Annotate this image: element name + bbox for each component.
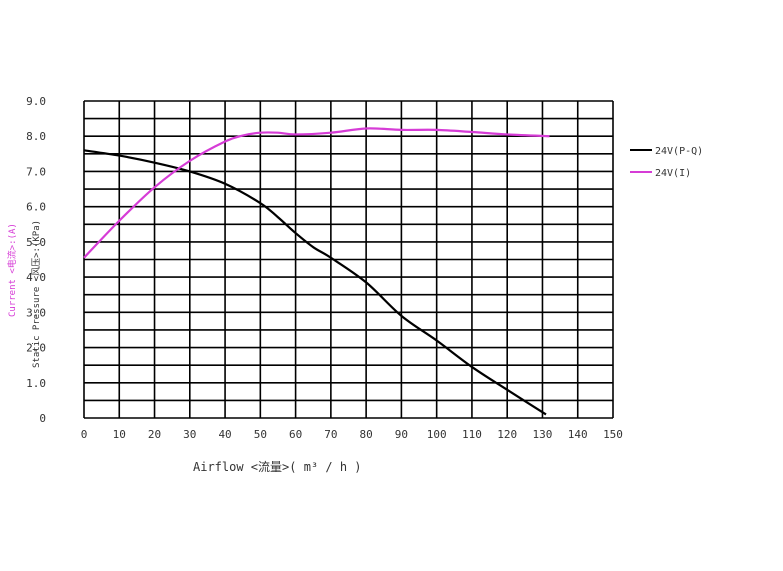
series-line-pq (83, 149, 547, 416)
x-tick-label: 0 (81, 428, 88, 441)
y-tick-label: 2.0 (26, 342, 46, 355)
legend-label-pq: 24V(P-Q) (655, 146, 703, 157)
x-tick-label: 30 (183, 428, 196, 441)
x-tick-label: 60 (289, 428, 302, 441)
x-tick-label: 80 (360, 428, 373, 441)
x-tick-label: 10 (113, 428, 126, 441)
x-axis-ticks: 0 10 20 30 40 50 60 70 80 90 100 110 120 130 140 150 (81, 428, 623, 441)
y-tick-label: 4.0 (26, 271, 46, 284)
x-tick-label: 90 (395, 428, 408, 441)
y-tick-label: 1.0 (26, 377, 46, 390)
grid (83, 100, 614, 419)
x-tick-label: 150 (603, 428, 623, 441)
legend-label-current: 24V(I) (655, 168, 691, 179)
y-tick-label: 6.0 (26, 201, 46, 214)
x-tick-label: 70 (324, 428, 337, 441)
x-axis-title: Airflow <流量>( m³ / h ) (193, 460, 362, 474)
y-tick-label: 9.0 (26, 95, 46, 108)
y-tick-label: 8.0 (26, 130, 46, 143)
x-tick-label: 140 (568, 428, 588, 441)
y-tick-label: 0 (39, 412, 46, 425)
x-tick-label: 120 (497, 428, 517, 441)
x-tick-label: 20 (148, 428, 161, 441)
x-tick-label: 100 (427, 428, 447, 441)
x-tick-label: 130 (533, 428, 553, 441)
y-axis-title-pressure: Static Pressure <风压>:(KPa) (31, 220, 42, 368)
y-axis-ticks: 0 1.0 2.0 3.0 4.0 5.0 6.0 7.0 8.0 9.0 (26, 95, 46, 425)
legend: 24V(P-Q) 24V(I) (630, 146, 703, 179)
series-line-current (83, 127, 550, 259)
y-axis-title-current: Current <电流>:(A) (6, 223, 18, 317)
x-tick-label: 110 (462, 428, 482, 441)
series-lines (83, 127, 550, 416)
x-tick-label: 40 (218, 428, 231, 441)
y-tick-label: 7.0 (26, 165, 46, 178)
y-tick-label: 5.0 (26, 236, 46, 249)
x-tick-label: 50 (254, 428, 267, 441)
y-tick-label: 3.0 (26, 306, 46, 319)
